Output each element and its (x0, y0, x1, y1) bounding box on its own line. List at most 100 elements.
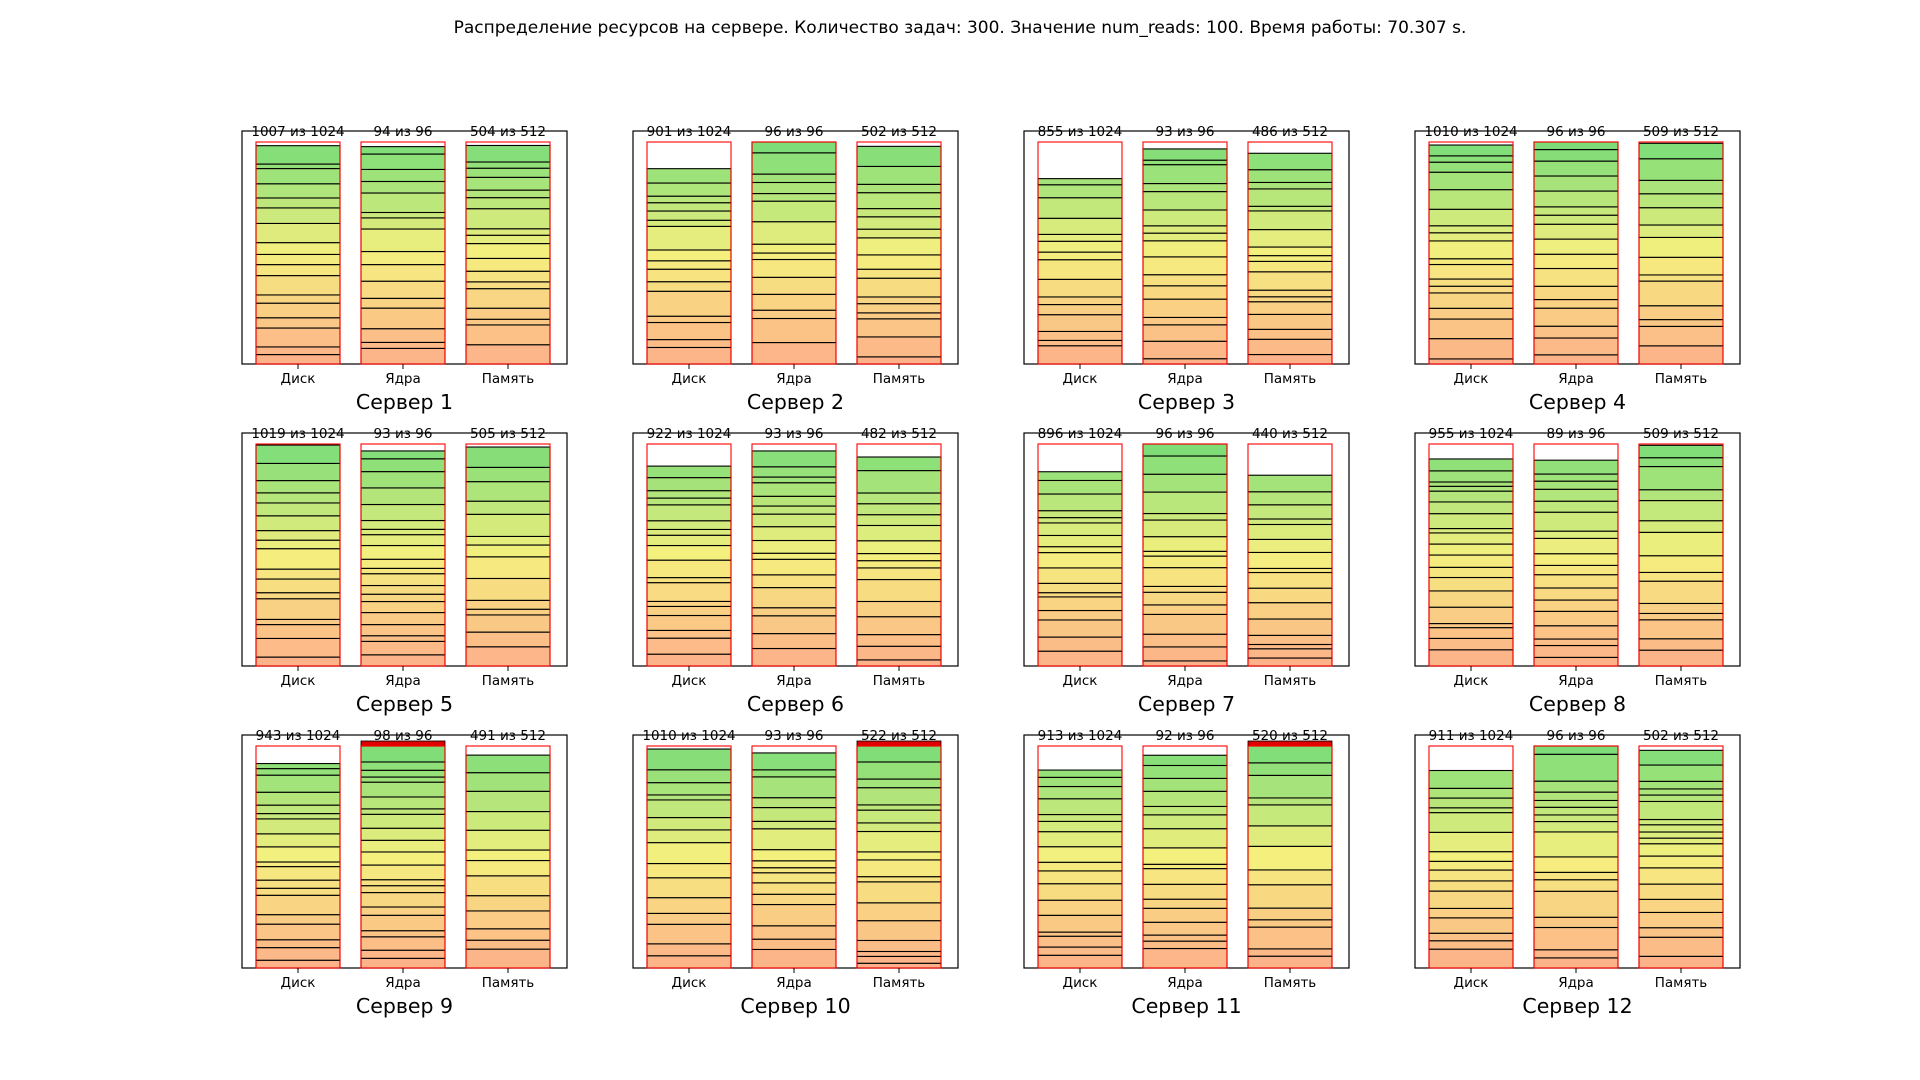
bar-segment (360, 307, 446, 330)
bar-segment (1037, 178, 1123, 186)
bar-segment (646, 637, 732, 655)
bar-segment (465, 228, 551, 236)
bar-segment (1247, 618, 1333, 636)
bar-value-label: 96 из 96 (1547, 124, 1606, 140)
bar-segment (1638, 898, 1724, 913)
bar-segment (1533, 599, 1619, 612)
bar-segment (646, 490, 732, 499)
bar-segment (360, 885, 446, 894)
x-tick-label: Ядра (1558, 371, 1594, 387)
bar-value-label: 491 из 512 (470, 728, 546, 744)
bar-segment (1428, 637, 1514, 651)
bar-segment (1428, 880, 1514, 892)
bar-segment (1142, 585, 1228, 593)
bar-segment (1638, 764, 1724, 782)
bar-segment (255, 163, 341, 170)
bar-value-label: 93 из 96 (765, 426, 824, 442)
bar-segment (255, 183, 341, 199)
bar-segment (751, 574, 837, 589)
bar-segment (255, 833, 341, 848)
bar-segment (856, 318, 942, 338)
bar-segment (1247, 745, 1333, 764)
x-tick-label: Диск (672, 673, 707, 689)
x-tick-label: Диск (672, 975, 707, 991)
bar-segment (646, 577, 732, 584)
bar-segment (1533, 806, 1619, 816)
bar-segment (1533, 285, 1619, 301)
bar-segment (751, 797, 837, 809)
bar-segment (1037, 217, 1123, 235)
bar-segment (1142, 473, 1228, 493)
bar-segment (1428, 285, 1514, 294)
subplot-title: Сервер 12 (1522, 994, 1632, 1018)
bar-segment (360, 584, 446, 595)
bar-segment (255, 914, 341, 925)
bar-segment (255, 539, 341, 550)
bar-segment (1638, 345, 1724, 365)
bar-segment (1247, 869, 1333, 886)
bar-segment (856, 553, 942, 562)
bar-segment (646, 799, 732, 819)
bar-segment (751, 466, 837, 478)
bar-segment (646, 559, 732, 579)
bar-segment (751, 309, 837, 320)
bar-segment (1247, 774, 1333, 799)
bar-segment (1638, 883, 1724, 900)
bar-segment (1533, 799, 1619, 808)
x-tick-label: Ядра (776, 975, 812, 991)
subplot-title: Сервер 6 (747, 692, 844, 716)
bar-segment (646, 182, 732, 197)
bar-segment (465, 608, 551, 616)
bar-segment (1247, 313, 1333, 330)
bar-segment (1142, 868, 1228, 885)
bar-segment (255, 861, 341, 868)
bar-segment (465, 599, 551, 610)
bar-segment (360, 146, 446, 155)
bar-segment (1533, 949, 1619, 959)
bar-segment (856, 456, 942, 472)
bar-segment (1533, 814, 1619, 823)
bar-segment (1428, 225, 1514, 234)
bar-segment (646, 782, 732, 796)
bar-segment (1037, 534, 1123, 548)
bar-segment (751, 615, 837, 635)
bar-segment (646, 321, 732, 341)
bar-segment (1142, 613, 1228, 635)
bar-value-label: 98 из 96 (374, 728, 433, 744)
bar-segment (1247, 169, 1333, 183)
x-tick-label: Ядра (1167, 673, 1203, 689)
bar-segment (1247, 491, 1333, 506)
bar-segment (751, 925, 837, 940)
bar-segment (1533, 820, 1619, 833)
bar-segment (1247, 948, 1333, 957)
bar-segment (465, 849, 551, 862)
bar-segment (856, 336, 942, 358)
bar-segment (1533, 175, 1619, 192)
server-panel: 922 из 1024 Диск 93 из 96 Ядра 482 из 512 Пам… (632, 426, 959, 716)
bar-segment (751, 152, 837, 175)
bar-segment (255, 346, 341, 356)
bar-segment (1037, 596, 1123, 612)
bar-segment (360, 949, 446, 959)
bar-segment (465, 167, 551, 178)
bar-value-label: 509 из 512 (1643, 124, 1719, 140)
bar-segment (856, 616, 942, 636)
bar-segment (646, 249, 732, 262)
bar-segment (255, 598, 341, 620)
bar-segment (465, 772, 551, 792)
bar-segment (1533, 656, 1619, 667)
server-panel: 1010 из 1024 Диск 96 из 96 Ядра 509 из 512 Па… (1414, 124, 1741, 414)
bar-segment (646, 582, 732, 602)
bar-segment (1533, 325, 1619, 339)
bar-segment (1533, 553, 1619, 566)
bar-segment (1533, 337, 1619, 356)
bar-segment (856, 237, 942, 256)
bar-segment (856, 939, 942, 953)
bar-segment (1037, 197, 1123, 219)
bar-segment (1638, 855, 1724, 869)
bar-segment (360, 503, 446, 522)
bar-segment (1428, 907, 1514, 919)
bar-segment (646, 897, 732, 914)
bar-segment (856, 822, 942, 833)
